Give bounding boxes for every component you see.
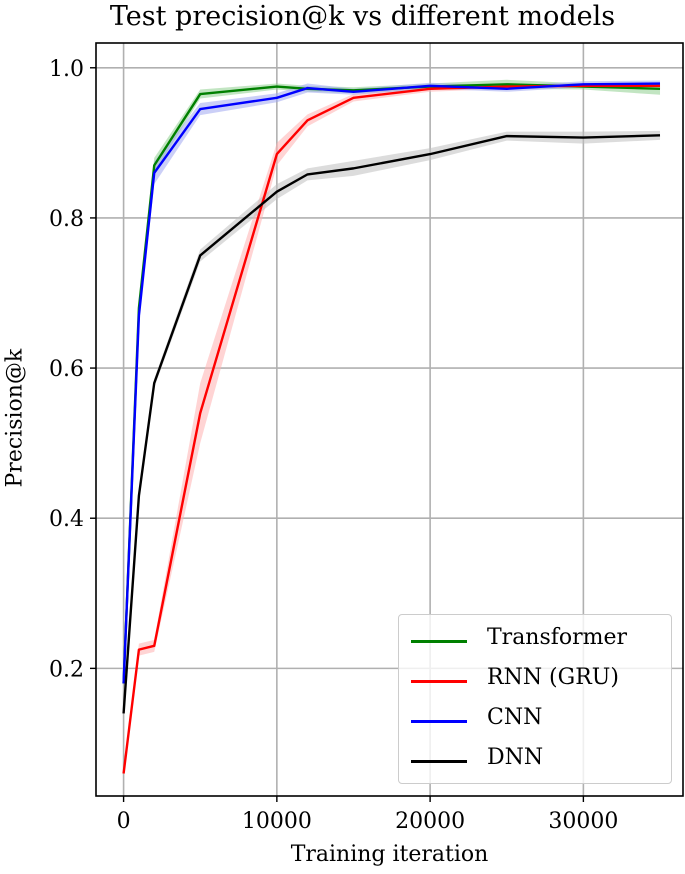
x-tick-label: 0	[117, 809, 131, 834]
y-axis-label: Precision@k	[2, 348, 28, 488]
legend-swatch-rnn	[411, 680, 467, 683]
legend-item-rnn: RNN (GRU)	[399, 661, 671, 701]
legend-label: DNN	[487, 745, 544, 770]
x-tick-label: 30000	[548, 809, 618, 834]
legend-label: CNN	[487, 705, 543, 730]
legend-label: Transformer	[487, 625, 628, 650]
y-tick-label: 0.6	[49, 357, 84, 382]
grid-lines	[96, 43, 683, 796]
legend-swatch-transformer	[411, 640, 467, 643]
legend-swatch-cnn	[411, 720, 467, 723]
series-line	[122, 82, 661, 684]
series-line	[122, 134, 661, 714]
x-tick-label: 20000	[395, 809, 465, 834]
y-tick-label: 0.2	[49, 657, 84, 682]
y-tick-label: 1.0	[49, 57, 84, 82]
y-tick-label: 0.4	[49, 507, 84, 532]
plot-frame	[95, 42, 684, 797]
legend-swatch-dnn	[411, 760, 467, 763]
chart-title: Test precision@k vs different models	[109, 1, 616, 32]
y-axis-ticks: 0.2 0.4 0.6 0.8 1.0	[49, 57, 96, 682]
legend-item-transformer: Transformer	[399, 621, 671, 661]
x-tick-label: 10000	[242, 809, 312, 834]
x-axis-ticks: 0 10000 20000 30000	[117, 796, 618, 834]
legend: Transformer RNN (GRU) CNN DNN	[398, 614, 672, 784]
legend-item-cnn: CNN	[399, 701, 671, 741]
y-tick-label: 0.8	[49, 207, 84, 232]
legend-label: RNN (GRU)	[487, 665, 619, 690]
x-axis-label: Training iteration	[290, 842, 489, 867]
legend-item-dnn: DNN	[399, 741, 671, 781]
series-lines	[122, 82, 661, 774]
